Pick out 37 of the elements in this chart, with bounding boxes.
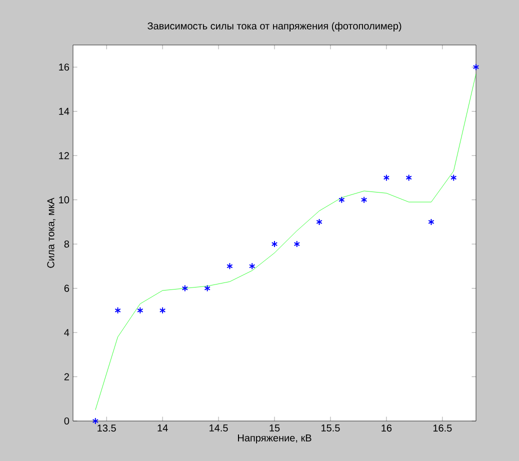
point [472,64,480,71]
x-tick-label: 16.5 [433,424,452,432]
y-tick-label: 14 [59,108,70,115]
point [182,284,188,292]
y-tick-label: 4 [64,329,70,336]
point [338,196,345,204]
chart-title: Зависимость силы тока от напряжения (фотополимер) [148,22,402,32]
x-tick-label: 15 [270,424,280,432]
x-tick-label: 15.5 [322,424,340,432]
y-tick-label: 6 [64,284,70,292]
x-axis-title: Напряжение, кВ [238,434,312,444]
point [406,174,412,182]
y-tick-label: 0 [64,417,70,425]
point [159,306,166,314]
point [383,174,390,182]
point [114,306,121,314]
point [249,262,256,270]
point [316,218,322,226]
point [137,306,144,314]
y-tick-label: 2 [64,373,69,380]
y-tick-label: 10 [59,196,70,204]
y-axis-title: Сила тока, мкА [47,198,56,268]
point [271,240,278,248]
point [92,418,98,424]
x-tick-label: 14 [158,424,168,432]
y-tick-label: 16 [59,64,70,71]
point [226,262,233,270]
point [204,284,210,292]
x-tick-label: 13.5 [98,424,116,432]
y-tick-label: 8 [64,240,70,248]
point [294,240,300,248]
point [450,174,457,182]
x-tick-label: 14.5 [210,424,228,432]
x-tick-label: 16 [382,424,392,432]
point [360,196,368,204]
y-tick-label: 12 [59,152,69,160]
point [428,218,434,226]
